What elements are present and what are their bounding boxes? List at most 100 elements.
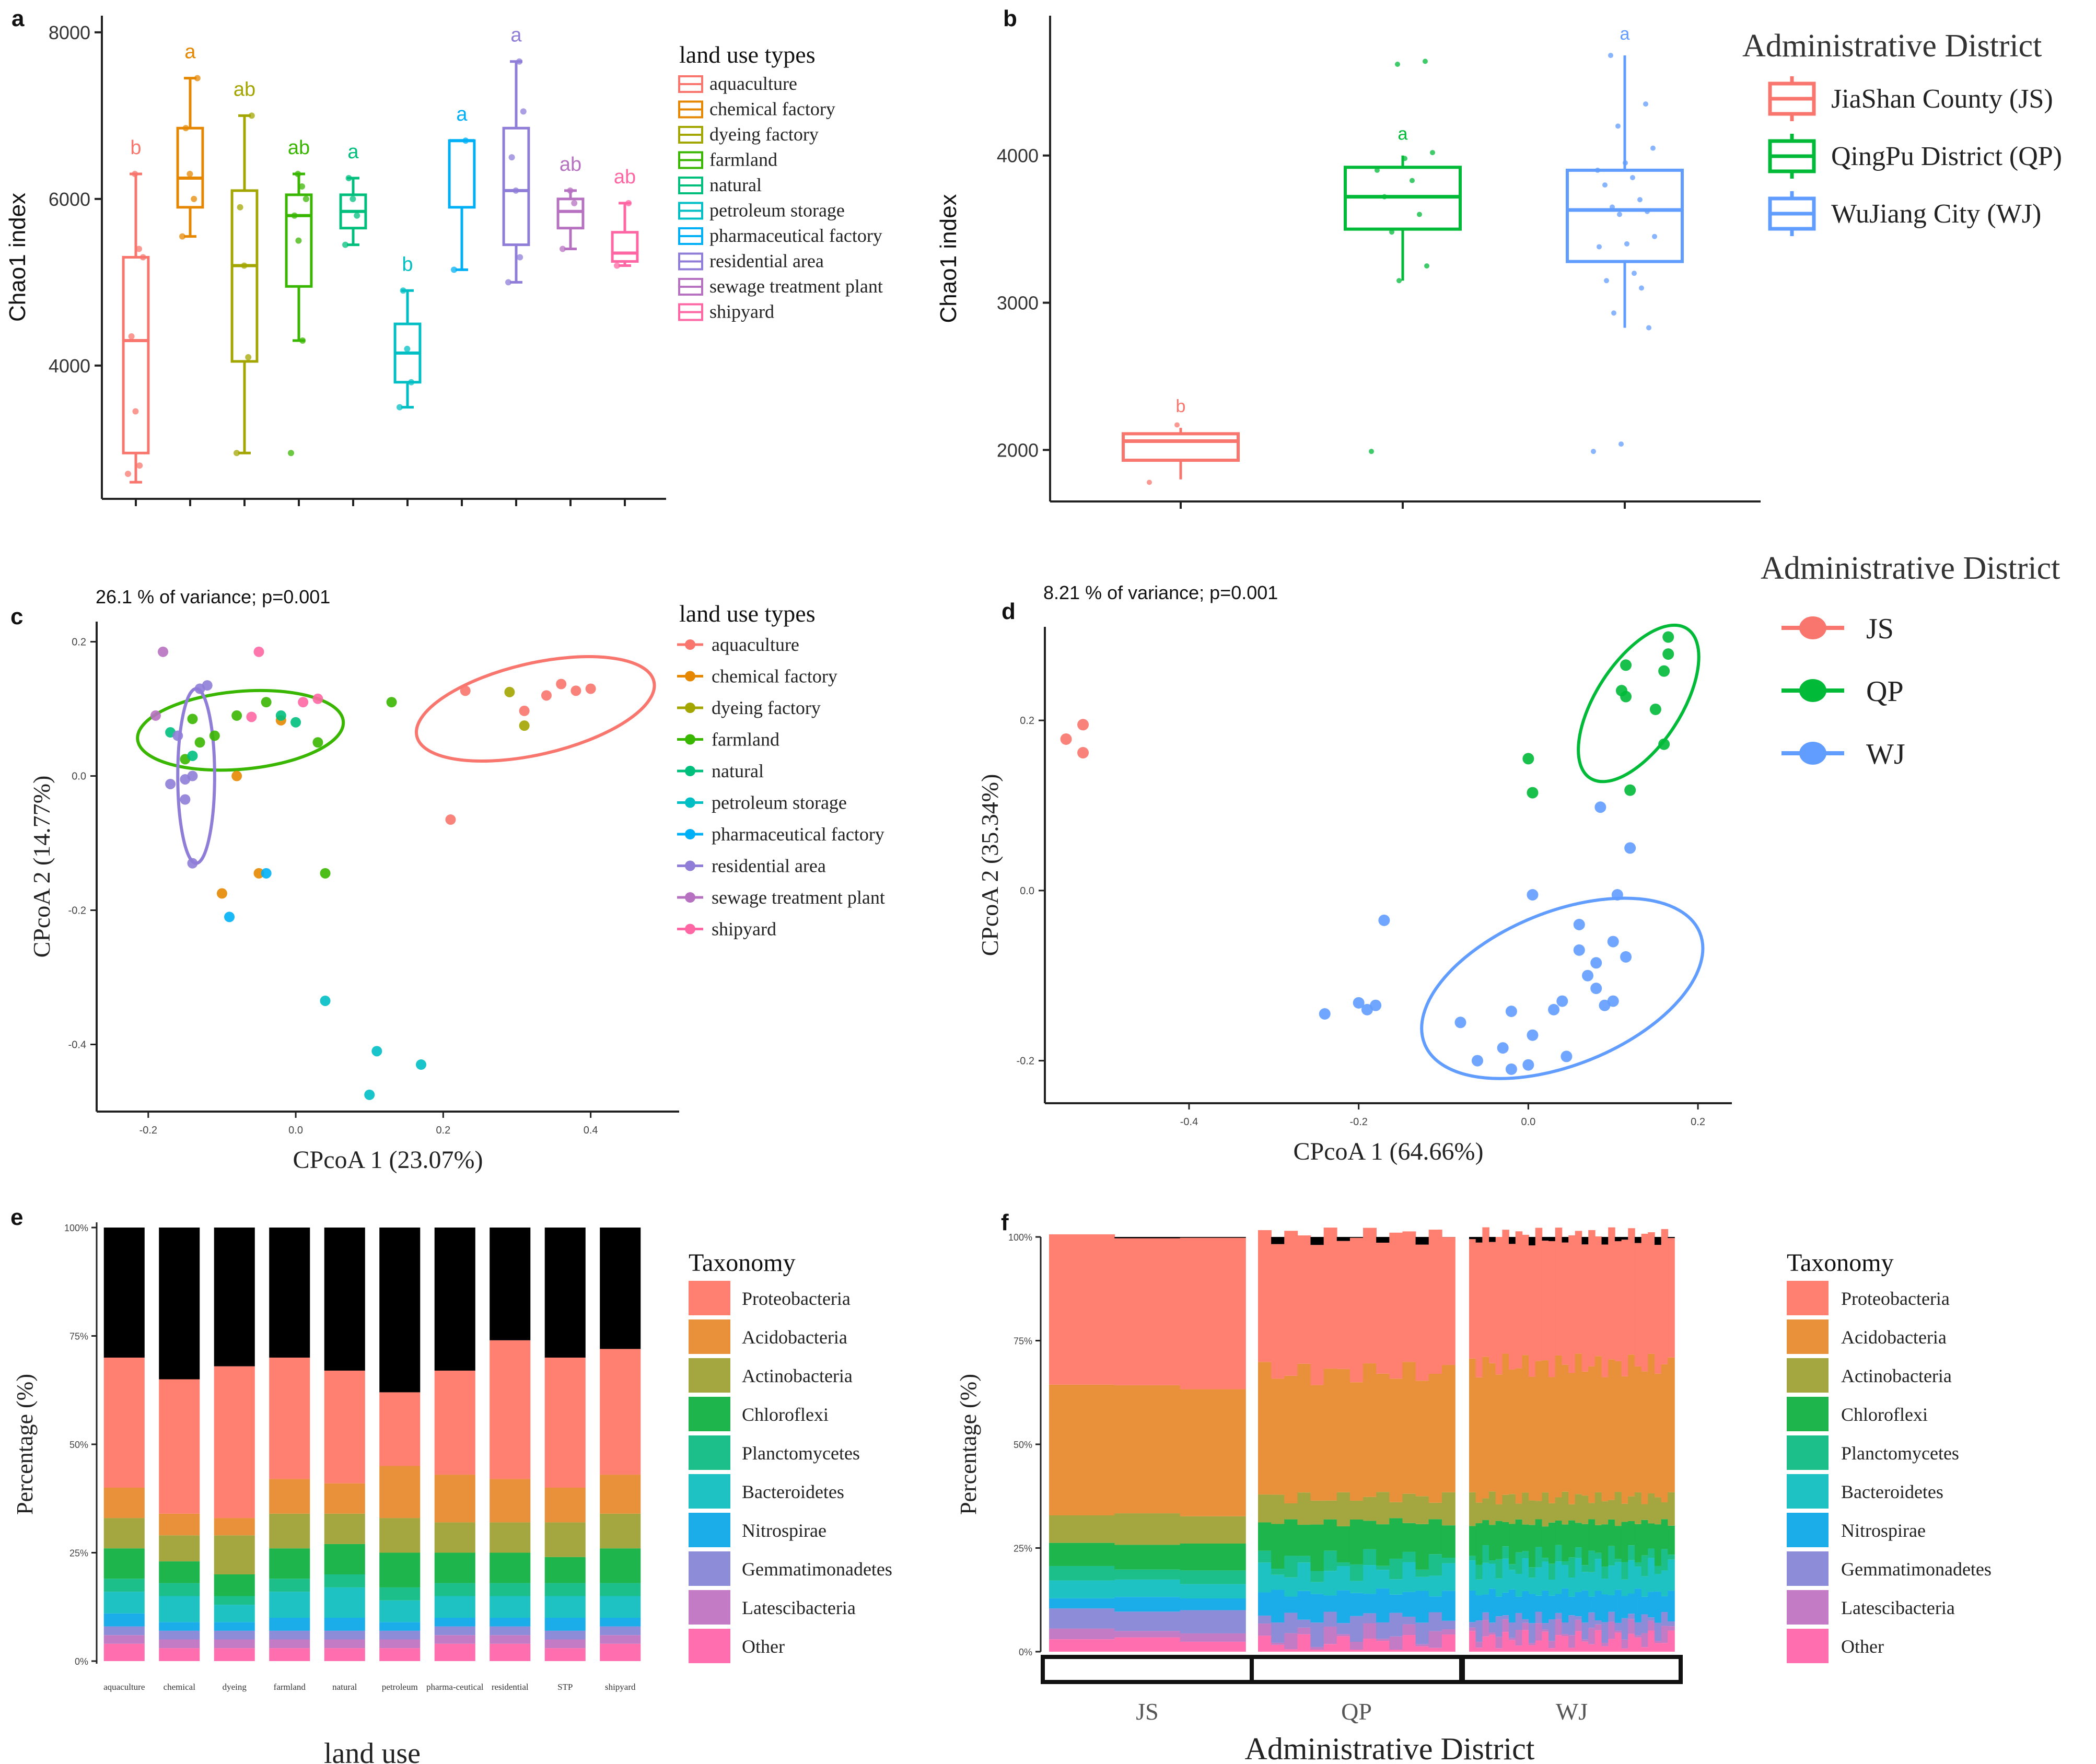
panel-f-area-segment (1323, 1611, 1337, 1627)
panel-f-area-segment (1469, 1358, 1476, 1492)
panel-c-xtick-label: 0.4 (584, 1125, 598, 1136)
panel-f-area-segment (1634, 1622, 1642, 1636)
panel-f-area-segment (1271, 1590, 1285, 1623)
panel-f-area-segment (1661, 1596, 1669, 1613)
panel-c-point (158, 646, 169, 657)
panel-f-area-segment (1668, 1630, 1675, 1652)
panel-f-area-segment (1648, 1558, 1655, 1592)
panel-e-bar-segment (379, 1622, 421, 1631)
panel-f-area-segment (1475, 1502, 1483, 1524)
panel-c-point (416, 1059, 427, 1070)
panel-f-area-segment (1661, 1612, 1669, 1626)
panel-a-sig-letter: b (130, 137, 141, 159)
panel-c-point (231, 770, 242, 781)
panel-a-box-7 (502, 126, 530, 247)
panel-e-bar-segment (159, 1596, 200, 1622)
panel-e-bar-segment (214, 1574, 255, 1596)
panel-a-sig-letter: b (402, 253, 413, 275)
panel-e-bar-segment (544, 1596, 586, 1618)
panel-f-area-segment (1180, 1516, 1246, 1544)
panel-f-area-segment (1376, 1373, 1390, 1492)
panel-letter-f: f (1001, 1210, 1009, 1235)
panel-f-area-segment (1601, 1377, 1609, 1502)
panel-f-area-segment (1336, 1241, 1350, 1369)
panel-b-point (1611, 310, 1616, 316)
panel-a-box-1 (176, 126, 204, 209)
panel-f-area-segment (1648, 1630, 1655, 1652)
panel-f-area-segment (1555, 1561, 1563, 1594)
panel-f-area-segment (1562, 1622, 1569, 1634)
panel-d-ellipse-WJ (1420, 896, 1705, 1080)
panel-f-area-segment (1621, 1579, 1629, 1596)
panel-e-xtick-label: pharma-ceutical (426, 1682, 484, 1692)
panel-f-area-segment (1641, 1647, 1649, 1652)
panel-f-area-segment (1668, 1357, 1675, 1492)
panel-e-bar-segment (544, 1522, 586, 1557)
panel-e-bar-segment (544, 1618, 586, 1631)
panel-f-area-segment (1114, 1545, 1181, 1570)
panel-a-point (508, 154, 515, 161)
panel-f-area-segment (1535, 1623, 1543, 1641)
panel-c-point (150, 710, 161, 721)
panel-e-bar-segment (379, 1466, 421, 1518)
panel-f-group-label: JS (1136, 1698, 1158, 1725)
panel-f-area-segment (1284, 1596, 1298, 1613)
panel-b-point (1423, 59, 1428, 64)
panel-f-area-segment (1271, 1622, 1285, 1643)
panel-f-area-segment (1529, 1237, 1536, 1246)
panel-f-area-segment (1548, 1503, 1556, 1523)
panel-f-area-segment (1509, 1638, 1516, 1640)
panel-b-point (1610, 204, 1615, 210)
panel-f-area-segment (1349, 1642, 1364, 1650)
panel-f-area-segment (1608, 1546, 1615, 1566)
panel-f-area-segment (1482, 1227, 1489, 1357)
panel-f-area-segment (1654, 1591, 1662, 1623)
panel-f-area-segment (1594, 1236, 1602, 1357)
panel-a-sig-letter: ab (614, 166, 636, 188)
panel-f-legend-key (1787, 1435, 1829, 1470)
panel-b-box-WJ (1566, 168, 1684, 263)
panel-f-area-segment (1271, 1574, 1285, 1590)
panel-f-area-segment (1654, 1566, 1662, 1574)
panel-f-area-segment (1284, 1231, 1298, 1376)
panel-f-area-segment (1634, 1567, 1642, 1589)
panel-f-area-segment (1509, 1524, 1516, 1564)
panel-f-area-segment (1535, 1640, 1543, 1652)
panel-f-area-segment (1428, 1230, 1442, 1374)
panel-letter-a: a (11, 6, 25, 31)
panel-c-point (298, 697, 309, 708)
panel-f-area-segment (1548, 1563, 1556, 1580)
panel-e-bar-segment (159, 1561, 200, 1583)
panel-a-point (237, 204, 243, 211)
panel-f-area-segment (1614, 1241, 1622, 1361)
panel-e-bar-segment (544, 1557, 586, 1583)
panel-f-area-segment (1628, 1496, 1635, 1522)
panel-a-legend-label: farmland (709, 149, 777, 170)
panel-c-xtick-label: -0.2 (139, 1125, 157, 1136)
panel-f-area-segment (1310, 1245, 1324, 1385)
panel-f-area-segment (1594, 1356, 1602, 1492)
panel-b-point (1147, 480, 1152, 485)
panel-f-area-segment (1634, 1562, 1642, 1567)
panel-c-point (312, 737, 323, 748)
panel-e-legend-label: Acidobacteria (742, 1327, 847, 1348)
panel-d-legend-key-dot (1799, 742, 1826, 765)
panel-f-area-segment (1648, 1232, 1655, 1354)
panel-f-area-segment (1608, 1611, 1615, 1622)
panel-e-bar-segment (544, 1358, 586, 1488)
panel-b-y-axis-title: Chao1 index (936, 194, 961, 323)
panel-e-bar-segment (490, 1583, 531, 1596)
panel-f-area-segment (1515, 1231, 1523, 1369)
panel-f-area-segment (1049, 1628, 1115, 1640)
panel-f-area-segment (1475, 1523, 1483, 1565)
panel-e-bar-segment (379, 1587, 421, 1601)
panel-e-bar-segment (159, 1513, 200, 1536)
panel-f-area-segment (1415, 1496, 1429, 1524)
panel-f-area-segment (1648, 1548, 1655, 1558)
panel-f-area-segment (1568, 1635, 1576, 1648)
panel-f-area-segment (1535, 1501, 1543, 1520)
panel-d-point (1522, 1059, 1534, 1071)
panel-f-area-segment (1349, 1500, 1364, 1520)
panel-f-area-segment (1402, 1493, 1416, 1523)
panel-e-bar-segment (600, 1643, 641, 1661)
